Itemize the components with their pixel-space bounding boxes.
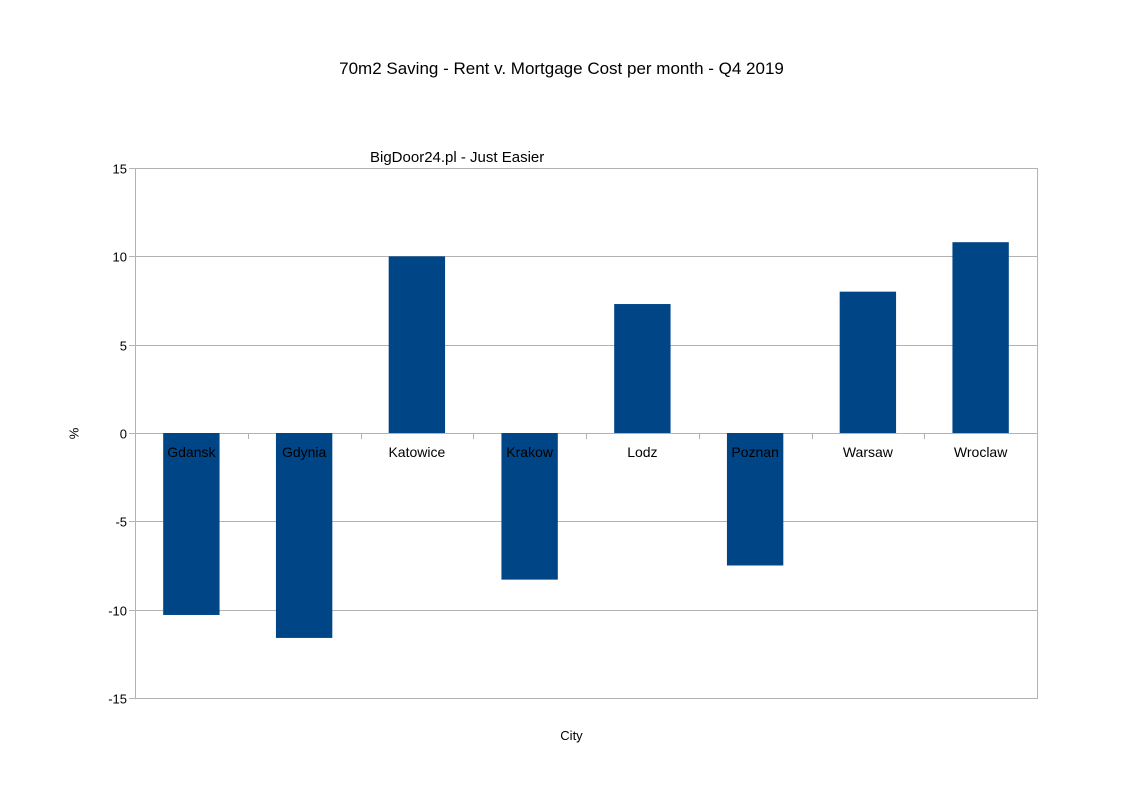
bar-katowice <box>388 256 446 433</box>
category-label-wroclaw: Wroclaw <box>954 444 1008 460</box>
plot-frame <box>135 168 1038 699</box>
x-axis-label: City <box>560 728 583 743</box>
bar-poznan <box>726 433 784 566</box>
category-label-lodz: Lodz <box>627 444 657 460</box>
bar-warsaw <box>839 291 897 433</box>
category-label-poznan: Poznan <box>731 444 778 460</box>
category-label-krakow: Krakow <box>506 444 554 460</box>
chart-title: 70m2 Saving - Rent v. Mortgage Cost per … <box>339 59 784 78</box>
bar-krakow <box>501 433 558 580</box>
bars <box>163 242 1009 638</box>
y-tick-label: 15 <box>113 162 127 177</box>
bar-wroclaw <box>952 242 1009 433</box>
y-tick-label: 5 <box>120 339 127 354</box>
y-tick-label: -15 <box>108 692 127 707</box>
bar-gdansk <box>163 433 220 615</box>
y-tick-label: -5 <box>115 515 127 530</box>
plot-border <box>135 168 1038 699</box>
category-labels: Gdansk Gdynia Katowice Krakow Lodz Poznan Wars… <box>167 444 1008 460</box>
y-tick-labels: 15 10 5 0 -5 -10 -15 <box>108 162 127 707</box>
y-tick-label: -10 <box>108 604 127 619</box>
bar-gdynia <box>275 433 333 638</box>
category-label-gdynia: Gdynia <box>282 444 327 460</box>
y-tick-label: 0 <box>120 427 127 442</box>
gridlines <box>129 168 1038 699</box>
category-label-katowice: Katowice <box>388 444 445 460</box>
bar-lodz <box>614 304 671 433</box>
category-label-warsaw: Warsaw <box>843 444 894 460</box>
y-tick-label: 10 <box>113 250 127 265</box>
chart-subtitle: BigDoor24.pl - Just Easier <box>370 149 545 166</box>
category-label-gdansk: Gdansk <box>167 444 216 460</box>
